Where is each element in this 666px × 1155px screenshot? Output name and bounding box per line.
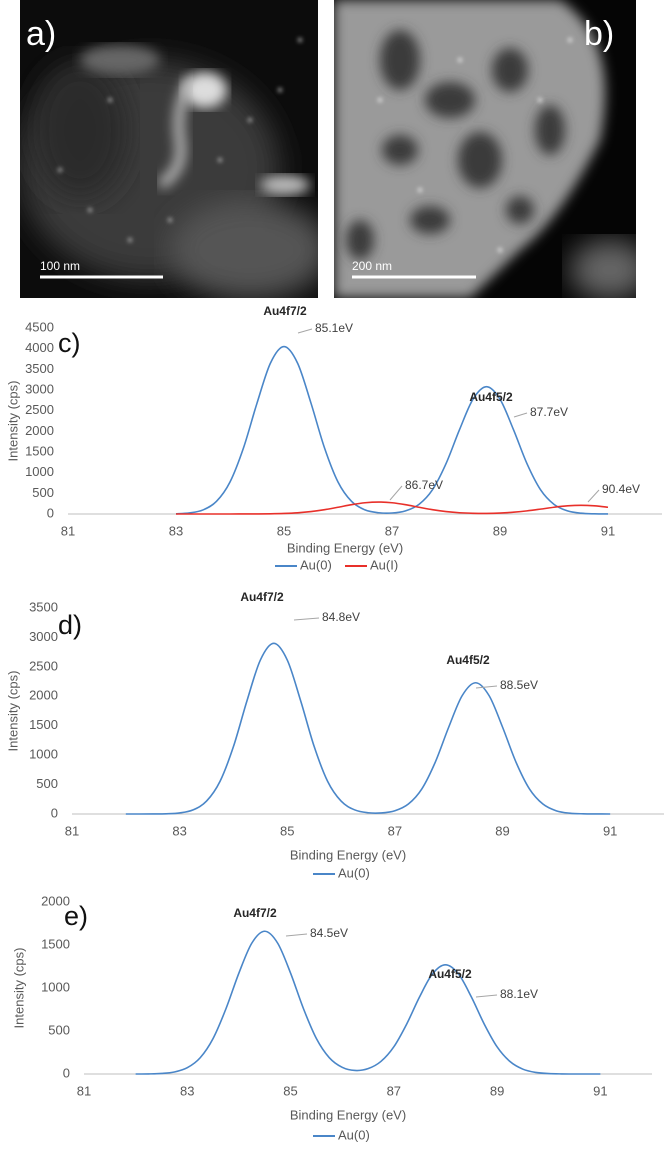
data-line — [125, 642, 611, 815]
peak-label: Au4f7/2 — [240, 590, 284, 604]
xps-chart: 0 500 1000 1500 2000 2500 3000 3500 4000 4500 81 83… — [5, 304, 662, 572]
leader-line — [389, 485, 403, 501]
scale-bar-label: 100 nm — [40, 259, 80, 273]
y-tick-label: 3500 — [29, 599, 58, 614]
y-tick-label: 1000 — [41, 979, 70, 994]
xps-chart: 0 500 1000 1500 2000 81 83 85 87 89 91 e) Binding En… — [11, 893, 652, 1142]
leader-line — [293, 617, 320, 621]
x-tick-label: 89 — [493, 523, 507, 538]
legend-label: Au(I) — [370, 557, 398, 572]
peak-label: Au4f5/2 — [469, 390, 513, 404]
data-line — [175, 501, 609, 515]
y-tick-label: 2000 — [41, 893, 70, 908]
leader-line — [513, 412, 528, 418]
y-tick-label: 1500 — [41, 936, 70, 951]
x-tick-label: 91 — [593, 1083, 607, 1098]
y-tick-label: 4000 — [25, 340, 54, 355]
x-tick-label: 83 — [172, 823, 186, 838]
xps-chart: 0 500 1000 1500 2000 2500 3000 3500 81 83 85 87 89 91… — [5, 590, 664, 880]
energy-label: 85.1eV — [315, 321, 353, 335]
y-tick-label: 1500 — [25, 443, 54, 458]
energy-label: 87.7eV — [530, 405, 568, 419]
x-axis-label: Binding Energy (eV) — [290, 1107, 406, 1122]
y-tick-label: 3000 — [25, 381, 54, 396]
x-axis-label: Binding Energy (eV) — [290, 847, 406, 862]
y-tick-label: 500 — [36, 776, 58, 791]
leader-line — [285, 933, 308, 937]
panel-label: d) — [58, 610, 82, 640]
leader-line — [475, 994, 498, 998]
x-axis-label: Binding Energy (eV) — [287, 540, 403, 555]
y-tick-label: 2500 — [29, 658, 58, 673]
x-tick-label: 91 — [601, 523, 615, 538]
x-tick-label: 81 — [65, 823, 79, 838]
y-tick-label: 0 — [47, 505, 54, 520]
micrograph-a — [20, 0, 318, 298]
x-tick-label: 87 — [387, 1083, 401, 1098]
micrograph-b — [334, 0, 636, 298]
scale-bar-label: 200 nm — [352, 259, 392, 273]
peak-label: Au4f7/2 — [263, 304, 307, 318]
x-tick-label: 81 — [61, 523, 75, 538]
y-tick-label: 500 — [32, 485, 54, 500]
panel-label: e) — [64, 901, 88, 931]
x-tick-label: 83 — [180, 1083, 194, 1098]
y-tick-label: 1000 — [25, 464, 54, 479]
x-tick-label: 87 — [385, 523, 399, 538]
y-tick-label: 1000 — [29, 747, 58, 762]
y-tick-label: 3500 — [25, 361, 54, 376]
y-tick-label: 500 — [48, 1022, 70, 1037]
energy-label: 88.1eV — [500, 987, 538, 1001]
y-axis-label: Intensity (cps) — [11, 948, 26, 1029]
x-tick-label: 85 — [277, 523, 291, 538]
x-tick-label: 85 — [283, 1083, 297, 1098]
legend-label: Au(0) — [338, 1127, 370, 1142]
legend-label: Au(0) — [300, 557, 332, 572]
x-tick-label: 91 — [603, 823, 617, 838]
leader-line — [587, 489, 600, 503]
x-tick-label: 87 — [388, 823, 402, 838]
leader-line — [475, 685, 498, 689]
panel-label: c) — [58, 328, 81, 358]
x-tick-label: 89 — [495, 823, 509, 838]
energy-label: 84.8eV — [322, 610, 360, 624]
y-tick-label: 1500 — [29, 717, 58, 732]
y-axis-label: Intensity (cps) — [5, 381, 20, 462]
peak-label: Au4f7/2 — [233, 906, 277, 920]
data-line — [135, 930, 601, 1075]
leader-line — [297, 328, 313, 334]
energy-label: 86.7eV — [405, 478, 443, 492]
panel-label: a) — [26, 15, 56, 53]
peak-label: Au4f5/2 — [428, 967, 472, 981]
y-tick-label: 0 — [63, 1065, 70, 1080]
data-line — [175, 345, 609, 515]
y-tick-label: 2000 — [29, 688, 58, 703]
x-tick-label: 89 — [490, 1083, 504, 1098]
peak-label: Au4f5/2 — [446, 653, 490, 667]
energy-label: 90.4eV — [602, 482, 640, 496]
y-tick-label: 0 — [51, 805, 58, 820]
y-tick-label: 3000 — [29, 629, 58, 644]
y-tick-label: 4500 — [25, 319, 54, 334]
x-tick-label: 81 — [77, 1083, 91, 1098]
y-axis-label: Intensity (cps) — [5, 671, 20, 752]
energy-label: 84.5eV — [310, 926, 348, 940]
x-tick-label: 83 — [169, 523, 183, 538]
y-tick-label: 2500 — [25, 402, 54, 417]
energy-label: 88.5eV — [500, 678, 538, 692]
x-tick-label: 85 — [280, 823, 294, 838]
y-tick-label: 2000 — [25, 423, 54, 438]
legend-label: Au(0) — [338, 865, 370, 880]
panel-label: b) — [584, 15, 614, 53]
